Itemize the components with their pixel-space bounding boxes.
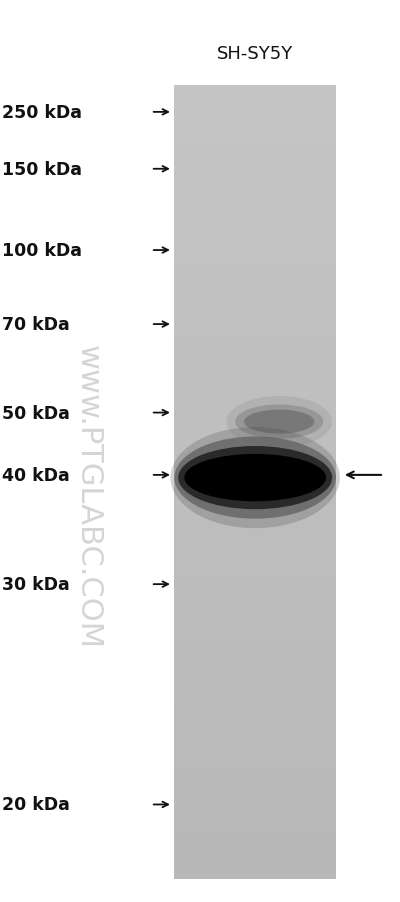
- Bar: [174, 492, 336, 502]
- Bar: [174, 631, 336, 641]
- Text: 30 kDa: 30 kDa: [2, 575, 70, 594]
- Bar: [174, 612, 336, 621]
- Bar: [174, 602, 336, 612]
- Bar: [174, 423, 336, 433]
- Bar: [174, 840, 336, 850]
- Ellipse shape: [226, 397, 332, 448]
- Bar: [174, 731, 336, 741]
- Bar: [174, 175, 336, 185]
- Bar: [174, 562, 336, 572]
- Bar: [174, 681, 336, 691]
- Bar: [174, 701, 336, 711]
- Bar: [174, 532, 336, 542]
- Bar: [174, 542, 336, 552]
- Text: 100 kDa: 100 kDa: [2, 242, 82, 260]
- Bar: [174, 691, 336, 701]
- Bar: [174, 294, 336, 304]
- Bar: [174, 383, 336, 393]
- Bar: [174, 850, 336, 860]
- Bar: [174, 155, 336, 165]
- Text: www.PTGLABC.COM: www.PTGLABC.COM: [74, 345, 102, 648]
- Bar: [174, 135, 336, 145]
- Bar: [174, 711, 336, 721]
- Bar: [174, 185, 336, 195]
- Bar: [174, 572, 336, 582]
- Bar: [174, 403, 336, 413]
- Bar: [174, 483, 336, 492]
- Bar: [174, 453, 336, 463]
- Bar: [174, 741, 336, 750]
- Bar: [174, 830, 336, 840]
- Bar: [174, 800, 336, 810]
- Bar: [174, 621, 336, 631]
- Bar: [174, 86, 336, 879]
- Text: 40 kDa: 40 kDa: [2, 466, 70, 484]
- Bar: [174, 344, 336, 354]
- Bar: [174, 195, 336, 205]
- Ellipse shape: [184, 455, 326, 502]
- Bar: [174, 780, 336, 790]
- Bar: [174, 125, 336, 135]
- Bar: [174, 205, 336, 215]
- Ellipse shape: [178, 446, 332, 510]
- Text: 50 kDa: 50 kDa: [2, 404, 70, 422]
- Bar: [174, 582, 336, 592]
- Bar: [174, 324, 336, 334]
- Ellipse shape: [244, 410, 314, 434]
- Bar: [174, 314, 336, 324]
- Bar: [174, 106, 336, 115]
- Bar: [174, 115, 336, 125]
- Bar: [174, 641, 336, 651]
- Bar: [174, 870, 336, 879]
- Text: 20 kDa: 20 kDa: [2, 796, 70, 814]
- Bar: [174, 304, 336, 314]
- Bar: [174, 522, 336, 532]
- Bar: [174, 661, 336, 671]
- Bar: [174, 413, 336, 423]
- Bar: [174, 473, 336, 483]
- Bar: [174, 284, 336, 294]
- Bar: [174, 145, 336, 155]
- Bar: [174, 225, 336, 235]
- Bar: [174, 334, 336, 344]
- Bar: [174, 502, 336, 512]
- Text: 250 kDa: 250 kDa: [2, 104, 82, 122]
- Ellipse shape: [174, 437, 336, 520]
- Text: 70 kDa: 70 kDa: [2, 316, 70, 334]
- Ellipse shape: [170, 428, 340, 529]
- Bar: [174, 86, 336, 96]
- Bar: [174, 215, 336, 225]
- Bar: [174, 354, 336, 364]
- Bar: [174, 235, 336, 244]
- Bar: [174, 264, 336, 274]
- Bar: [174, 721, 336, 731]
- Bar: [174, 651, 336, 661]
- Ellipse shape: [194, 462, 317, 494]
- Bar: [174, 364, 336, 373]
- Bar: [174, 512, 336, 522]
- Ellipse shape: [235, 405, 323, 439]
- Bar: [174, 373, 336, 383]
- Bar: [174, 443, 336, 453]
- Bar: [174, 820, 336, 830]
- Bar: [174, 750, 336, 760]
- Bar: [174, 552, 336, 562]
- Bar: [174, 592, 336, 602]
- Bar: [174, 274, 336, 284]
- Bar: [174, 393, 336, 403]
- Text: 150 kDa: 150 kDa: [2, 161, 82, 179]
- Bar: [174, 770, 336, 780]
- Bar: [174, 760, 336, 770]
- Bar: [174, 671, 336, 681]
- Bar: [174, 96, 336, 106]
- Bar: [174, 860, 336, 870]
- Bar: [174, 165, 336, 175]
- Bar: [174, 254, 336, 264]
- Bar: [174, 433, 336, 443]
- Bar: [174, 463, 336, 473]
- Bar: [174, 244, 336, 254]
- Text: SH-SY5Y: SH-SY5Y: [217, 45, 293, 63]
- Bar: [174, 810, 336, 820]
- Bar: [174, 790, 336, 800]
